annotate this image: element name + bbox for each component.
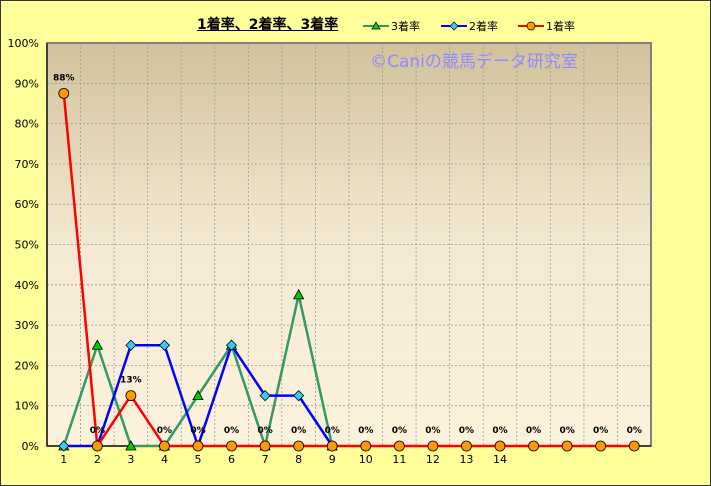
data-label: 0% xyxy=(593,426,608,436)
data-point-diamond xyxy=(158,339,171,351)
data-label: 0% xyxy=(459,426,474,436)
data-point-circle xyxy=(159,440,170,452)
data-point-circle xyxy=(293,440,305,452)
data-point-triangle xyxy=(125,440,137,451)
data-label: 0% xyxy=(425,426,440,436)
y-tick-label: 40% xyxy=(15,279,39,292)
y-tick-label: 20% xyxy=(15,359,39,372)
data-point-circle xyxy=(326,440,338,452)
data-label: 0% xyxy=(526,426,541,436)
legend-label: 3着率 xyxy=(391,20,420,33)
data-point-diamond xyxy=(259,390,271,402)
data-point-circle xyxy=(58,87,70,99)
data-label: 0% xyxy=(224,426,239,436)
y-tick-label: 0% xyxy=(22,440,39,453)
data-label: 0% xyxy=(157,426,172,436)
data-point-circle xyxy=(259,440,271,452)
y-tick-label: 30% xyxy=(15,319,39,332)
data-label: 0% xyxy=(257,426,272,436)
data-point-triangle xyxy=(292,289,305,300)
x-tick-label: 13 xyxy=(459,453,473,466)
y-tick-label: 90% xyxy=(15,77,39,90)
data-point-circle xyxy=(393,440,405,452)
data-point-diamond xyxy=(58,440,70,452)
legend-label: 2着率 xyxy=(469,20,498,33)
data-point-triangle xyxy=(192,389,204,401)
data-label: 0% xyxy=(392,426,407,436)
data-point-circle xyxy=(91,440,103,452)
data-point-circle xyxy=(427,440,439,452)
x-tick-label: 7 xyxy=(262,453,269,466)
y-tick-label: 10% xyxy=(15,400,39,413)
x-tick-label: 14 xyxy=(493,453,507,466)
data-point-triangle xyxy=(91,339,104,350)
x-tick-label: 3 xyxy=(127,453,134,466)
data-point-diamond xyxy=(293,390,305,402)
data-point-circle xyxy=(494,440,506,452)
x-tick-label: 2 xyxy=(94,453,101,466)
data-point-diamond xyxy=(125,339,137,351)
y-tick-label: 50% xyxy=(15,239,39,252)
legend-item-1: 1着率 xyxy=(518,18,575,34)
data-point-circle xyxy=(561,440,573,452)
chart-title: 1着率、2着率、3着率 xyxy=(197,17,339,33)
data-point-circle xyxy=(360,440,372,452)
legend-item-3: 3着率 xyxy=(363,18,420,34)
data-point-circle xyxy=(595,440,607,452)
x-tick-label: 10 xyxy=(359,453,373,466)
y-tick-label: 80% xyxy=(15,118,39,131)
watermark: ©Caniの競馬データ研究室 xyxy=(370,51,578,72)
legend-item-2: 2着率 xyxy=(441,18,498,34)
data-point-circle xyxy=(192,440,204,452)
data-label: 0% xyxy=(325,426,340,436)
x-tick-label: 1 xyxy=(60,453,67,466)
y-tick-label: 100% xyxy=(8,37,39,50)
x-tick-label: 5 xyxy=(195,453,202,466)
data-label: 88% xyxy=(53,73,75,83)
data-point-circle xyxy=(528,440,539,452)
x-tick-label: 6 xyxy=(228,453,235,466)
data-label: 13% xyxy=(120,376,142,386)
data-point-circle xyxy=(628,440,640,452)
data-label: 0% xyxy=(492,426,507,436)
data-label: 0% xyxy=(190,426,205,436)
data-point-circle xyxy=(125,390,137,402)
data-label: 0% xyxy=(358,426,373,436)
x-tick-label: 12 xyxy=(426,453,440,466)
data-point-circle xyxy=(226,440,237,452)
data-label: 0% xyxy=(559,426,574,436)
series-line-2 xyxy=(62,93,635,450)
data-point-diamond xyxy=(225,339,238,351)
data-label: 0% xyxy=(627,426,642,436)
x-tick-label: 11 xyxy=(392,453,406,466)
y-tick-label: 60% xyxy=(15,198,39,211)
data-point-circle xyxy=(461,440,472,452)
data-label: 0% xyxy=(291,426,306,436)
x-tick-label: 4 xyxy=(161,453,168,466)
x-tick-label: 9 xyxy=(329,453,336,466)
data-label: 0% xyxy=(90,426,105,436)
y-tick-label: 70% xyxy=(15,158,39,171)
legend-label: 1着率 xyxy=(546,20,575,33)
x-tick-label: 8 xyxy=(295,453,302,466)
